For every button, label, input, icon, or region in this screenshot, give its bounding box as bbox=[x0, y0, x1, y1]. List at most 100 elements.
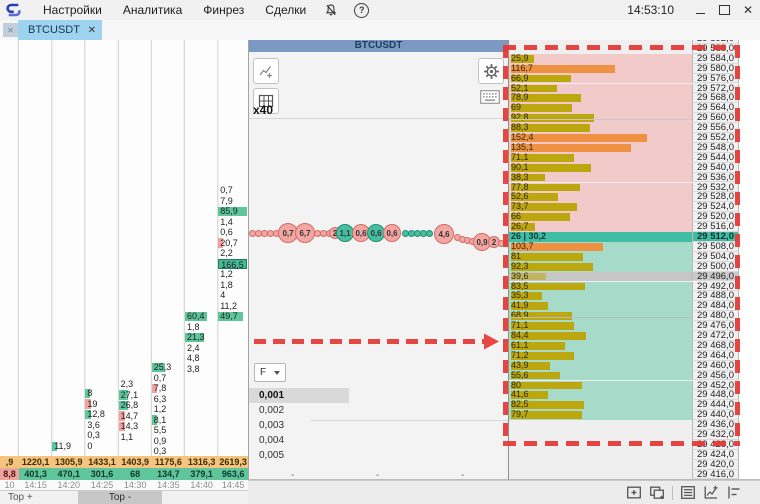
chart-plus-icon bbox=[259, 66, 272, 78]
profile-zone bbox=[509, 281, 692, 292]
profile-zone bbox=[509, 53, 692, 64]
current-price-zone bbox=[509, 232, 692, 242]
tab-top-minus[interactable]: Top - bbox=[78, 491, 162, 504]
volume-bar bbox=[511, 153, 575, 162]
cluster-value: 11,2 bbox=[220, 300, 238, 311]
cluster-cell: 7,9 bbox=[218, 196, 247, 207]
volume-label: 103,7 bbox=[511, 240, 534, 251]
volume-bar bbox=[511, 381, 583, 390]
keyboard-icon bbox=[480, 90, 500, 104]
add-chart-button[interactable] bbox=[703, 485, 719, 500]
cluster-value: 5,5 bbox=[153, 425, 167, 435]
profile-zone bbox=[509, 321, 692, 331]
cluster-value: 4 bbox=[220, 290, 226, 300]
delta-cell: 401,3 bbox=[19, 468, 54, 480]
volume-bar bbox=[511, 203, 577, 212]
cluster-value: 3,6 bbox=[87, 419, 100, 430]
cluster-cell: 11,2 bbox=[218, 301, 247, 312]
time-label: 14:30 bbox=[118, 480, 153, 490]
delta-cell: 8,8 bbox=[0, 468, 20, 480]
delta-cell: 963,6 bbox=[218, 468, 248, 480]
cluster-value: 3,8 bbox=[187, 363, 200, 374]
sell-marker bbox=[85, 399, 92, 409]
chart-mode-button[interactable] bbox=[253, 58, 279, 84]
cluster-value: 21,3 bbox=[187, 332, 205, 342]
menu-item-1[interactable]: Аналитика bbox=[122, 3, 183, 17]
cluster-value: 166,5 bbox=[221, 259, 244, 270]
volume-label: 73,7 bbox=[511, 201, 529, 212]
cluster-cell: 1,2 bbox=[218, 269, 247, 280]
notifications-muted-icon[interactable] bbox=[324, 3, 338, 17]
chart-panel[interactable]: BTCUSDT bbox=[248, 40, 508, 480]
tab-close-icon[interactable]: ✕ bbox=[87, 24, 96, 36]
cluster-cell: 25,3 bbox=[151, 362, 184, 373]
filter-dropdown[interactable]: F bbox=[254, 363, 286, 382]
volume-label: 68,9 bbox=[511, 310, 529, 321]
maximize-button[interactable] bbox=[712, 0, 736, 20]
cluster-value: 26,8 bbox=[120, 400, 139, 410]
cluster-cell: 19 bbox=[85, 399, 117, 410]
step-option-0,001[interactable]: 0,001 bbox=[249, 388, 349, 403]
profile-zone bbox=[509, 301, 692, 312]
volume-label: 35,3 bbox=[511, 290, 529, 301]
cluster-value: 1,8 bbox=[220, 279, 233, 290]
step-option-0,002[interactable]: 0,002 bbox=[259, 405, 285, 416]
profile-zone bbox=[509, 340, 692, 351]
minimize-button[interactable] bbox=[688, 0, 712, 20]
cluster-value: 8 bbox=[87, 388, 93, 398]
panel-right-margin bbox=[739, 40, 760, 479]
volume-label: 25,9 bbox=[511, 52, 529, 63]
volume-label: 84,4 bbox=[511, 330, 529, 340]
profile-zone bbox=[509, 202, 692, 213]
cluster-cell: 8,1 bbox=[151, 415, 184, 426]
volume-label: 116,7 bbox=[511, 62, 533, 73]
time-label: 14:25 bbox=[85, 480, 120, 490]
cluster-cell: 0,6 bbox=[218, 227, 247, 238]
keyboard-button[interactable] bbox=[480, 90, 500, 109]
volume-bar bbox=[511, 193, 558, 202]
clone-window-button[interactable] bbox=[649, 485, 665, 500]
volume-label: 66 bbox=[511, 211, 522, 222]
cluster-cell: 2,3 bbox=[119, 379, 151, 390]
order-flags-button[interactable] bbox=[726, 485, 742, 500]
profile-zone bbox=[509, 73, 692, 84]
close-button[interactable]: ✕ bbox=[742, 3, 754, 17]
buy-marker bbox=[85, 409, 92, 419]
cluster-value: 25,3 bbox=[153, 362, 172, 372]
menu-item-3[interactable]: Сделки bbox=[265, 3, 307, 17]
cluster-value: 2,2 bbox=[220, 248, 233, 258]
tab-strip-icon[interactable]: ✕ bbox=[3, 23, 18, 37]
profile-zone bbox=[509, 222, 692, 232]
help-icon[interactable]: ? bbox=[354, 2, 370, 18]
add-window-button[interactable] bbox=[626, 485, 642, 500]
cluster-cell: 14,7 bbox=[118, 411, 151, 422]
cluster-value: 4,8 bbox=[187, 353, 200, 363]
step-option-0,004[interactable]: 0,004 bbox=[259, 435, 285, 446]
menu-item-0[interactable]: Настройки bbox=[43, 3, 102, 17]
settings-button[interactable] bbox=[478, 58, 504, 84]
cluster-chart-panel[interactable]: 11,9 8 19 12,8 3,6 0,3 0 2,3 27,1 26,8 14,7 14,3 1,1… bbox=[0, 40, 248, 490]
cluster-cell: 3,6 bbox=[85, 420, 117, 431]
menu-item-2[interactable]: Финрез bbox=[203, 3, 245, 17]
price-label: 29 424,0 bbox=[692, 450, 739, 460]
tab-btcusdt[interactable]: BTCUSDT ✕ bbox=[18, 20, 102, 40]
profile-zone bbox=[509, 113, 692, 124]
time-label: 14:20 bbox=[52, 480, 87, 490]
cluster-value: 1,8 bbox=[187, 321, 200, 332]
cluster-settings-button[interactable] bbox=[253, 88, 279, 114]
cluster-cell: 4 bbox=[218, 290, 247, 301]
volume-bar bbox=[511, 74, 571, 83]
buy-marker bbox=[185, 311, 207, 321]
tab-top-plus[interactable]: Top + bbox=[8, 492, 33, 503]
step-option-0,005[interactable]: 0,005 bbox=[259, 450, 285, 461]
scale-multiplier-label: x40 bbox=[253, 103, 274, 117]
cluster-value: 27,1 bbox=[120, 389, 139, 400]
list-view-button[interactable] bbox=[680, 485, 696, 500]
volume-cell: 1175,6 bbox=[151, 456, 186, 468]
cluster-cell: 166,5 bbox=[218, 258, 247, 270]
cluster-value: 12,8 bbox=[87, 409, 105, 419]
volume-bar bbox=[511, 391, 549, 400]
cluster-cell: 0,9 bbox=[152, 436, 184, 447]
step-option-0,003[interactable]: 0,003 bbox=[259, 420, 285, 431]
